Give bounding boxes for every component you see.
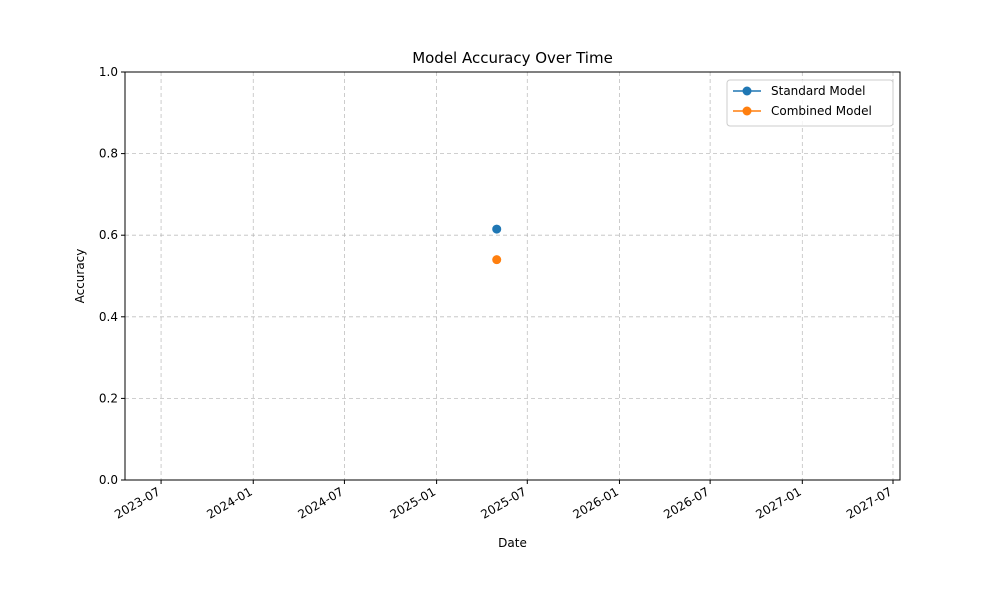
x-tick-label: 2026-01	[571, 484, 621, 521]
legend-box	[726, 79, 894, 127]
data-point	[492, 224, 502, 234]
legend: Standard Model Combined Model	[726, 79, 894, 127]
x-tick-label: 2025-07	[478, 484, 528, 521]
series	[492, 224, 502, 265]
y-tick-label: 0.2	[99, 391, 118, 405]
x-axis-label: Date	[498, 536, 527, 550]
legend-marker	[742, 106, 752, 116]
legend-item: Combined Model	[733, 104, 872, 118]
x-tick-label: 2024-01	[204, 484, 254, 521]
y-tick-label: 0.8	[99, 147, 118, 161]
y-tick-label: 0.4	[99, 310, 118, 324]
x-tick-label: 2023-07	[112, 484, 162, 521]
x-tick-label: 2025-01	[388, 484, 438, 521]
series-1	[492, 255, 502, 265]
y-tick-label: 0.6	[99, 228, 118, 242]
data-point	[492, 255, 502, 265]
x-tick-label: 2027-07	[844, 484, 894, 521]
legend-label: Combined Model	[771, 104, 872, 118]
grid	[125, 72, 900, 480]
y-axis-ticks: 0.0 0.2 0.4 0.6 0.8 1.0	[99, 65, 125, 487]
y-tick-label: 1.0	[99, 65, 118, 79]
legend-item: Standard Model	[733, 84, 865, 98]
chart-title: Model Accuracy Over Time	[412, 49, 613, 67]
x-tick-label: 2026-07	[661, 484, 711, 521]
x-axis-ticks: 2023-07 2024-01 2024-07 2025-01 2025-07 2026-…	[112, 480, 894, 522]
x-tick-label: 2024-07	[296, 484, 346, 521]
legend-marker	[742, 86, 752, 96]
plot-area-border	[124, 71, 901, 481]
y-axis-label: Accuracy	[73, 249, 87, 304]
series-0	[492, 224, 502, 234]
legend-label: Standard Model	[771, 84, 865, 98]
plot-frame	[124, 71, 901, 481]
x-tick-label: 2027-01	[753, 484, 803, 521]
y-tick-label: 0.0	[99, 473, 118, 487]
